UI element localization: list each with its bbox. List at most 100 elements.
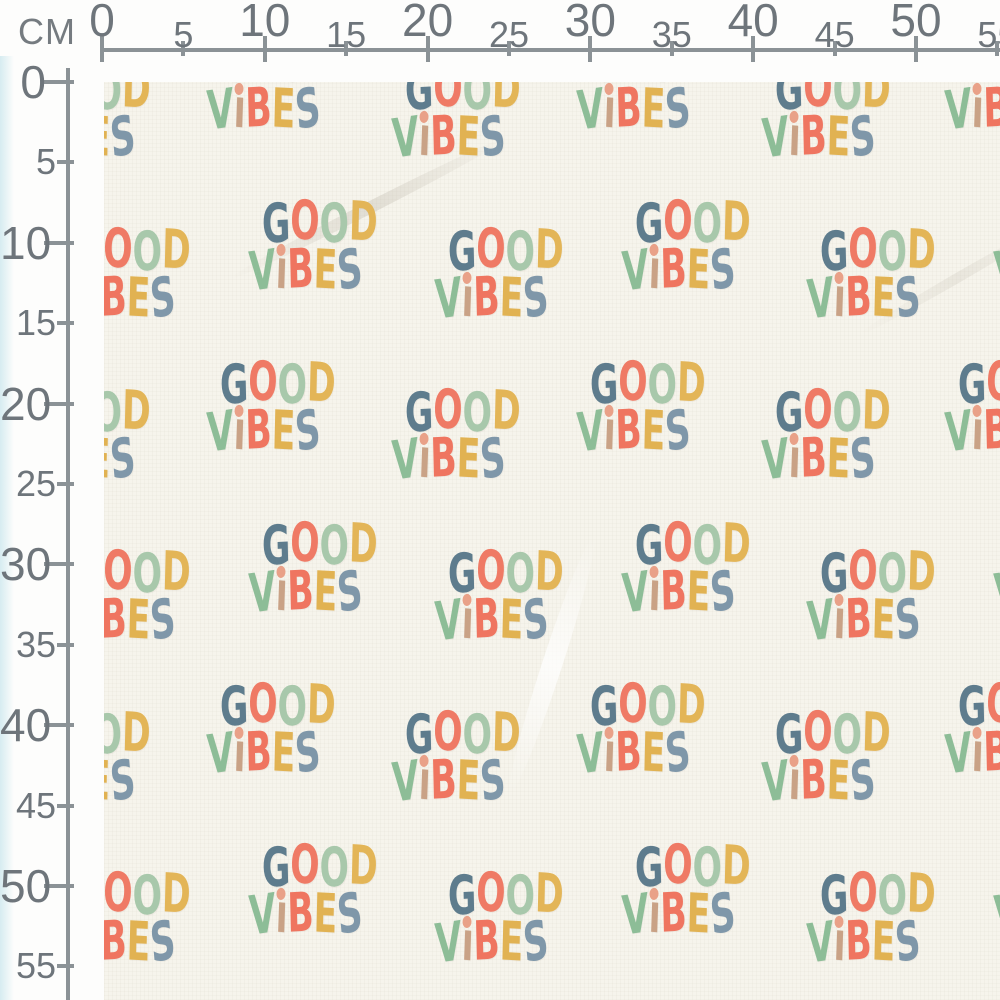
motif-letter: E — [826, 748, 852, 813]
motif-letter: B — [244, 82, 273, 140]
motif-letter: S — [334, 879, 366, 948]
h-ruler-tick — [262, 36, 267, 62]
motif-letter: V — [247, 559, 278, 626]
motif-letter: V — [992, 559, 1000, 626]
v-ruler-tick-label: 20 — [0, 377, 52, 430]
motif-letter: S — [107, 746, 139, 815]
h-ruler-tick-label: 15 — [326, 14, 367, 55]
motif-letter: E — [686, 559, 712, 624]
i-dot-icon — [603, 404, 614, 418]
motif-letter: S — [847, 424, 879, 493]
cm-unit-label: CM — [18, 11, 76, 52]
h-ruler-tick-label: 0 — [89, 0, 115, 46]
motif-letter: V — [760, 426, 791, 493]
motif-letter: S — [707, 557, 739, 626]
motif-letter: E — [313, 559, 339, 624]
h-ruler-tick-label: 25 — [488, 14, 530, 55]
motif-letter: S — [477, 102, 509, 171]
motif-letter: V — [205, 720, 236, 787]
motif-letter: E — [871, 587, 897, 652]
motif-letter: E — [271, 398, 297, 463]
motif-letter: B — [844, 264, 873, 329]
v-ruler-tick — [44, 240, 74, 245]
v-ruler-tick-label: 5 — [35, 141, 56, 183]
v-ruler-tick-label: 15 — [15, 302, 56, 344]
motif-letter: S — [847, 102, 879, 171]
motif-letter: V — [575, 720, 606, 787]
i-dot-icon — [418, 432, 429, 446]
h-ruler-tick-label: 50 — [890, 0, 942, 46]
motif-letter: S — [662, 718, 694, 787]
h-ruler-tick-label: 5 — [173, 14, 194, 55]
motif-letter: S — [892, 585, 924, 654]
h-ruler-tick — [914, 36, 918, 62]
motif-letter: E — [499, 265, 525, 330]
motif-letter: E — [313, 881, 339, 946]
i-dot-icon — [461, 915, 472, 929]
motif-letter: V — [247, 237, 278, 304]
motif-letter: B — [982, 82, 1000, 140]
v-ruler-tick-label: 50 — [0, 860, 52, 912]
i-dot-icon — [971, 404, 982, 418]
motif-letter: E — [641, 398, 667, 463]
motif-letter: S — [147, 585, 179, 654]
motif-letter: S — [662, 396, 694, 465]
motif-letter: B — [104, 908, 128, 973]
v-ruler-tick — [44, 80, 74, 84]
i-dot-icon — [418, 754, 429, 768]
vertical-ruler-line — [66, 68, 70, 1000]
motif-letter: V — [805, 265, 836, 332]
motif-letter: B — [429, 747, 458, 812]
i-dot-icon — [275, 243, 286, 257]
motif-letter: S — [847, 746, 879, 815]
motif-letter: S — [892, 907, 924, 976]
page-edge-tint — [0, 56, 14, 1000]
motif-letter: E — [871, 909, 897, 974]
motif-letter: B — [429, 425, 458, 490]
v-ruler-tick — [44, 562, 74, 567]
i-dot-icon — [971, 726, 982, 740]
h-ruler-tick-label: 20 — [402, 0, 454, 46]
v-ruler-tick — [57, 482, 74, 486]
v-ruler-tick — [44, 884, 74, 888]
v-ruler-tick-label: 45 — [15, 784, 56, 826]
horizontal-ruler-line — [100, 48, 1000, 52]
motif-letter: B — [429, 103, 458, 168]
h-ruler-tick — [100, 36, 104, 62]
motif-letter: B — [659, 558, 688, 623]
motif-letter: B — [104, 264, 128, 329]
motif-letter: V — [943, 720, 974, 787]
i-dot-icon — [648, 565, 659, 579]
motif-letter: S — [292, 718, 324, 787]
i-dot-icon — [233, 726, 244, 740]
h-ruler-tick-label: 55 — [977, 14, 1000, 55]
h-ruler-tick — [344, 41, 349, 56]
